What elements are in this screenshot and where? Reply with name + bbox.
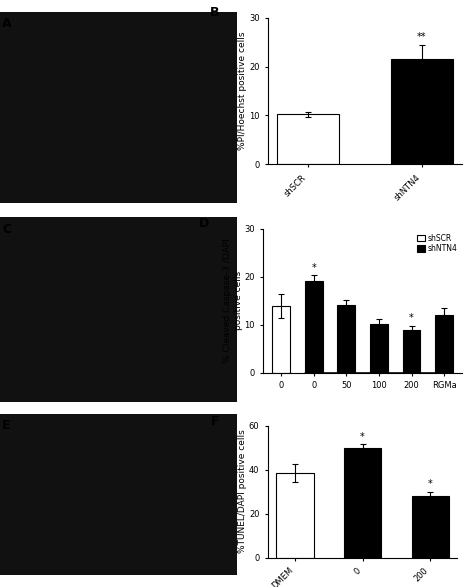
Y-axis label: %PI/Hoechst positive cells: %PI/Hoechst positive cells <box>238 32 247 150</box>
Bar <box>402 330 420 373</box>
Text: A: A <box>2 18 12 31</box>
Bar <box>344 447 381 558</box>
Bar <box>411 496 449 558</box>
Y-axis label: %TUNEL/DAPI positive cells: %TUNEL/DAPI positive cells <box>238 430 247 554</box>
Text: *: * <box>409 313 414 323</box>
Text: *: * <box>360 432 365 442</box>
Text: D: D <box>200 217 210 231</box>
Y-axis label: % Cleaved Caspase-3 /DAPI
positive cells: % Cleaved Caspase-3 /DAPI positive cells <box>223 238 243 363</box>
Text: F: F <box>211 415 219 428</box>
Bar <box>337 305 356 373</box>
Bar <box>391 59 453 164</box>
Bar <box>435 315 453 373</box>
Text: B: B <box>210 6 219 19</box>
Bar <box>272 306 290 373</box>
Bar <box>276 473 314 558</box>
Text: **: ** <box>417 32 427 42</box>
Bar <box>305 281 323 373</box>
Legend: shSCR, shNTN4: shSCR, shNTN4 <box>416 233 458 254</box>
Text: C: C <box>2 222 11 236</box>
Text: E: E <box>2 419 11 431</box>
Text: *: * <box>428 480 433 490</box>
Bar <box>370 324 388 373</box>
Bar <box>277 114 339 164</box>
Text: *: * <box>311 262 316 272</box>
